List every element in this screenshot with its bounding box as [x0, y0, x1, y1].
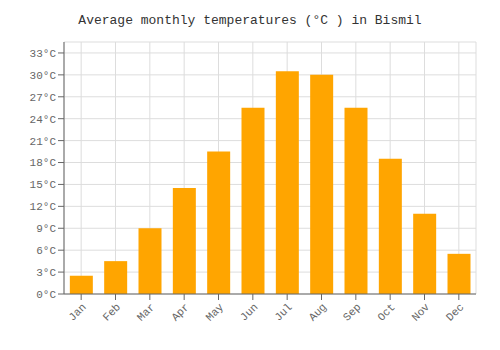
svg-text:Jan: Jan — [66, 301, 88, 323]
svg-text:Sep: Sep — [341, 301, 363, 323]
svg-text:Mar: Mar — [135, 301, 157, 323]
svg-text:6°C: 6°C — [36, 245, 56, 257]
svg-text:Feb: Feb — [101, 301, 123, 323]
svg-text:33°C: 33°C — [30, 48, 57, 60]
svg-text:27°C: 27°C — [30, 92, 57, 104]
svg-text:21°C: 21°C — [30, 136, 57, 148]
svg-text:12°C: 12°C — [30, 201, 57, 213]
svg-text:15°C: 15°C — [30, 179, 57, 191]
svg-text:Jul: Jul — [272, 301, 294, 323]
svg-text:Oct: Oct — [375, 301, 397, 323]
svg-text:Jun: Jun — [238, 301, 260, 323]
svg-text:Dec: Dec — [444, 301, 466, 323]
svg-text:Apr: Apr — [169, 301, 191, 323]
svg-text:Nov: Nov — [410, 301, 433, 324]
svg-text:24°C: 24°C — [30, 114, 57, 126]
svg-text:0°C: 0°C — [36, 289, 56, 301]
svg-text:30°C: 30°C — [30, 70, 57, 82]
svg-text:Aug: Aug — [307, 301, 329, 323]
svg-text:May: May — [204, 301, 227, 324]
svg-text:9°C: 9°C — [36, 223, 56, 235]
svg-text:18°C: 18°C — [30, 157, 57, 169]
html-text:Average monthly temperatures (: Average monthly temperatures (°C ) in Bi… — [78, 13, 422, 28]
svg-text:3°C: 3°C — [36, 267, 56, 279]
